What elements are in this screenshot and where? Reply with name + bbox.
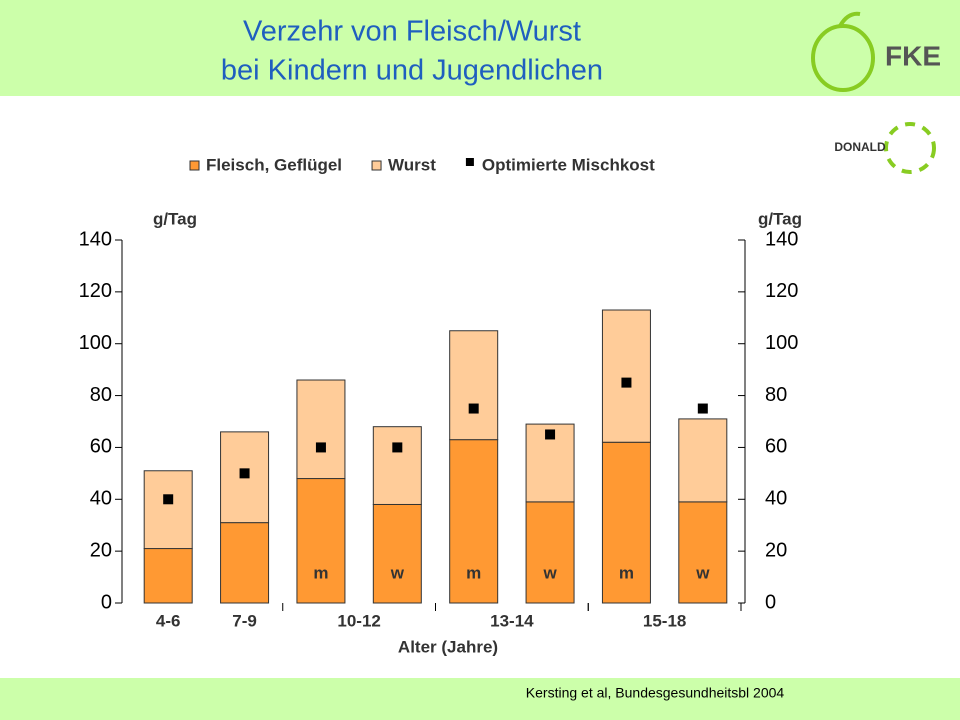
y-tick-label: 20: [90, 539, 112, 561]
bar-segment: [525, 501, 575, 604]
legend-label: Fleisch, Geflügel: [206, 155, 342, 174]
x-axis-label: Alter (Jahre): [398, 637, 498, 656]
y-axis-label: g/Tag: [153, 209, 197, 228]
marker: [392, 442, 403, 453]
logo-text: DONALD: [834, 140, 886, 154]
marker: [163, 494, 174, 505]
y2-tick-label: 60: [765, 436, 787, 458]
bar-segment: [143, 470, 193, 550]
legend-label: Wurst: [388, 155, 436, 174]
y-tick-label: 60: [90, 436, 112, 458]
y-tick-label: 120: [79, 280, 112, 302]
marker: [697, 403, 708, 414]
y-tick-label: 40: [90, 488, 112, 510]
bar-sublabel: w: [695, 563, 710, 582]
footer-band: [0, 678, 960, 720]
bar-segment: [372, 426, 422, 505]
legend-swatch: [371, 160, 382, 171]
y2-tick-label: 100: [765, 332, 798, 354]
fke-logo: FKE: [811, 11, 941, 92]
bar-segment: [678, 501, 728, 604]
bar-segment: [296, 379, 346, 480]
bar-segment: [372, 503, 422, 604]
bar-segment: [449, 330, 499, 441]
marker: [315, 442, 326, 453]
logo-text: FKE: [885, 40, 941, 71]
y2-tick-label: 120: [765, 280, 798, 302]
x-group-label: 13-14: [490, 611, 534, 630]
x-group-label: 4-6: [156, 611, 181, 630]
bar-sublabel: m: [619, 563, 634, 582]
y2-tick-label: 0: [765, 591, 776, 613]
y2-tick-label: 140: [765, 228, 798, 250]
x-group-label: 15-18: [643, 611, 686, 630]
bar-segment: [220, 522, 270, 604]
marker: [545, 429, 556, 440]
y2-axis-label: g/Tag: [758, 209, 802, 228]
source: Kersting et al, Bundesgesundheitsbl 2004: [526, 685, 785, 701]
bar-segment: [449, 439, 499, 604]
title-line: Verzehr von Fleisch/Wurst: [243, 16, 581, 48]
bar-sublabel: m: [313, 563, 328, 582]
y2-tick-label: 20: [765, 539, 787, 561]
title-line: bei Kindern und Jugendlichen: [221, 55, 603, 87]
y-tick-label: 80: [90, 384, 112, 406]
marker: [468, 403, 479, 414]
legend-swatch: [465, 158, 474, 166]
header-band: [0, 0, 960, 96]
bar-segment: [143, 548, 193, 604]
y-tick-label: 0: [101, 591, 112, 613]
bar-sublabel: m: [466, 563, 481, 582]
y2-tick-label: 40: [765, 488, 787, 510]
x-group-label: 10-12: [337, 611, 380, 630]
donald-logo: DONALD: [834, 122, 936, 174]
bar-segment: [296, 478, 346, 604]
y-tick-label: 140: [79, 228, 112, 250]
marker: [621, 377, 632, 388]
bar-sublabel: w: [390, 563, 405, 582]
bar-segment: [601, 441, 651, 604]
bar-sublabel: w: [542, 563, 557, 582]
x-group-label: 7-9: [232, 611, 257, 630]
y-tick-label: 100: [79, 332, 112, 354]
y2-tick-label: 80: [765, 384, 787, 406]
legend-swatch: [189, 160, 200, 171]
legend-label: Optimierte Mischkost: [482, 155, 655, 174]
bar-segment: [601, 309, 651, 443]
marker: [239, 468, 250, 479]
bar-segment: [678, 418, 728, 503]
